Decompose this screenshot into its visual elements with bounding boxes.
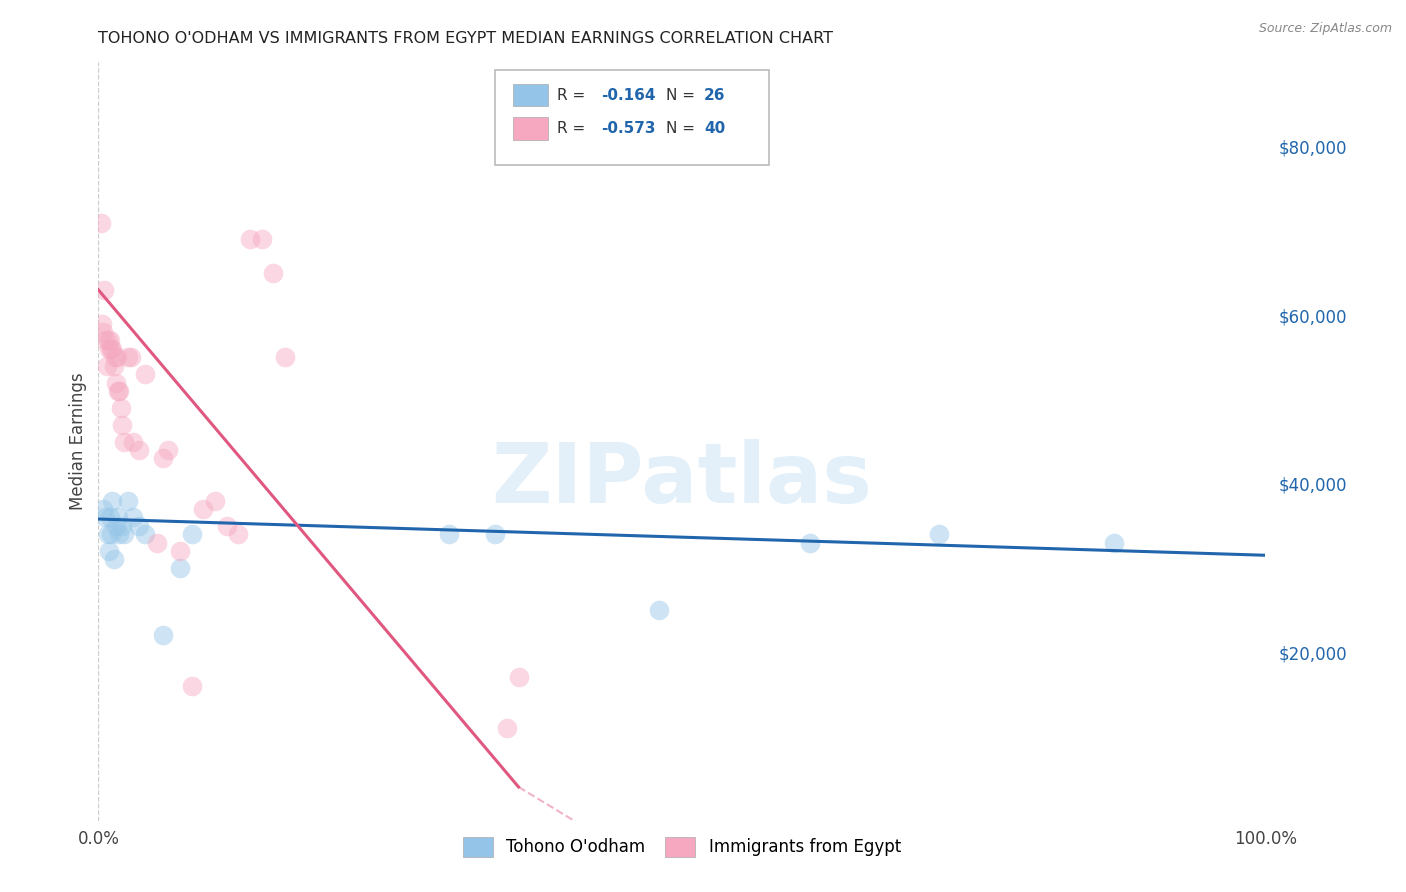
Text: TOHONO O'ODHAM VS IMMIGRANTS FROM EGYPT MEDIAN EARNINGS CORRELATION CHART: TOHONO O'ODHAM VS IMMIGRANTS FROM EGYPT … bbox=[98, 31, 834, 46]
Point bbox=[91, 502, 114, 516]
Point bbox=[496, 721, 519, 735]
Point bbox=[117, 493, 139, 508]
Point bbox=[152, 451, 174, 466]
Point bbox=[508, 670, 530, 684]
Point bbox=[98, 334, 121, 348]
Point bbox=[274, 351, 297, 365]
Point bbox=[134, 367, 156, 381]
Point bbox=[437, 527, 460, 541]
Y-axis label: Median Earnings: Median Earnings bbox=[69, 373, 87, 510]
Text: N =: N = bbox=[665, 121, 699, 136]
Point bbox=[104, 351, 127, 365]
Point bbox=[94, 510, 117, 524]
Point bbox=[928, 527, 950, 541]
FancyBboxPatch shape bbox=[495, 70, 769, 165]
Point bbox=[128, 442, 150, 457]
Point bbox=[122, 434, 145, 449]
Point bbox=[100, 342, 122, 356]
Point bbox=[94, 334, 117, 348]
Point bbox=[169, 544, 191, 558]
Point bbox=[96, 359, 118, 373]
Point bbox=[112, 527, 135, 541]
Point bbox=[108, 527, 131, 541]
Point bbox=[120, 351, 142, 365]
Text: 40: 40 bbox=[704, 121, 725, 136]
Point bbox=[180, 679, 202, 693]
Point bbox=[112, 434, 135, 449]
Point bbox=[90, 317, 112, 331]
Point bbox=[228, 527, 250, 541]
Point bbox=[104, 518, 127, 533]
Point bbox=[117, 351, 139, 365]
Point bbox=[647, 603, 669, 617]
Point bbox=[97, 527, 120, 541]
Point bbox=[169, 561, 191, 575]
Text: N =: N = bbox=[665, 87, 699, 103]
Point bbox=[105, 351, 128, 365]
Point bbox=[193, 502, 215, 516]
Point bbox=[122, 510, 145, 524]
FancyBboxPatch shape bbox=[513, 84, 548, 106]
Point bbox=[484, 527, 506, 541]
Point bbox=[110, 401, 132, 415]
Point bbox=[262, 266, 284, 280]
Point bbox=[146, 535, 169, 549]
Point bbox=[215, 518, 238, 533]
Point bbox=[97, 334, 120, 348]
Text: Source: ZipAtlas.com: Source: ZipAtlas.com bbox=[1258, 22, 1392, 36]
Text: R =: R = bbox=[557, 87, 591, 103]
Point bbox=[128, 518, 150, 533]
Point bbox=[134, 527, 156, 541]
Text: ZIPatlas: ZIPatlas bbox=[492, 439, 872, 520]
Text: 26: 26 bbox=[704, 87, 725, 103]
Point bbox=[97, 342, 120, 356]
Point bbox=[91, 325, 114, 339]
Point bbox=[97, 544, 120, 558]
Text: -0.573: -0.573 bbox=[602, 121, 655, 136]
Point bbox=[180, 527, 202, 541]
Point bbox=[101, 493, 124, 508]
Point bbox=[98, 510, 121, 524]
Point bbox=[107, 384, 129, 398]
Point bbox=[152, 628, 174, 642]
FancyBboxPatch shape bbox=[513, 117, 548, 140]
Point bbox=[1102, 535, 1125, 549]
Point bbox=[111, 417, 134, 432]
Text: -0.164: -0.164 bbox=[602, 87, 655, 103]
Point bbox=[239, 232, 262, 246]
Point bbox=[204, 493, 226, 508]
Point bbox=[93, 283, 115, 297]
Point bbox=[250, 232, 273, 246]
Point bbox=[101, 342, 124, 356]
Point bbox=[103, 359, 125, 373]
Point bbox=[157, 442, 180, 457]
Point bbox=[107, 510, 129, 524]
Legend: Tohono O'odham, Immigrants from Egypt: Tohono O'odham, Immigrants from Egypt bbox=[454, 829, 910, 865]
Point bbox=[104, 376, 127, 390]
Point bbox=[90, 215, 112, 229]
Point bbox=[108, 384, 131, 398]
Point bbox=[100, 527, 122, 541]
Point bbox=[103, 552, 125, 566]
Text: R =: R = bbox=[557, 121, 591, 136]
Point bbox=[799, 535, 821, 549]
Point bbox=[111, 518, 134, 533]
